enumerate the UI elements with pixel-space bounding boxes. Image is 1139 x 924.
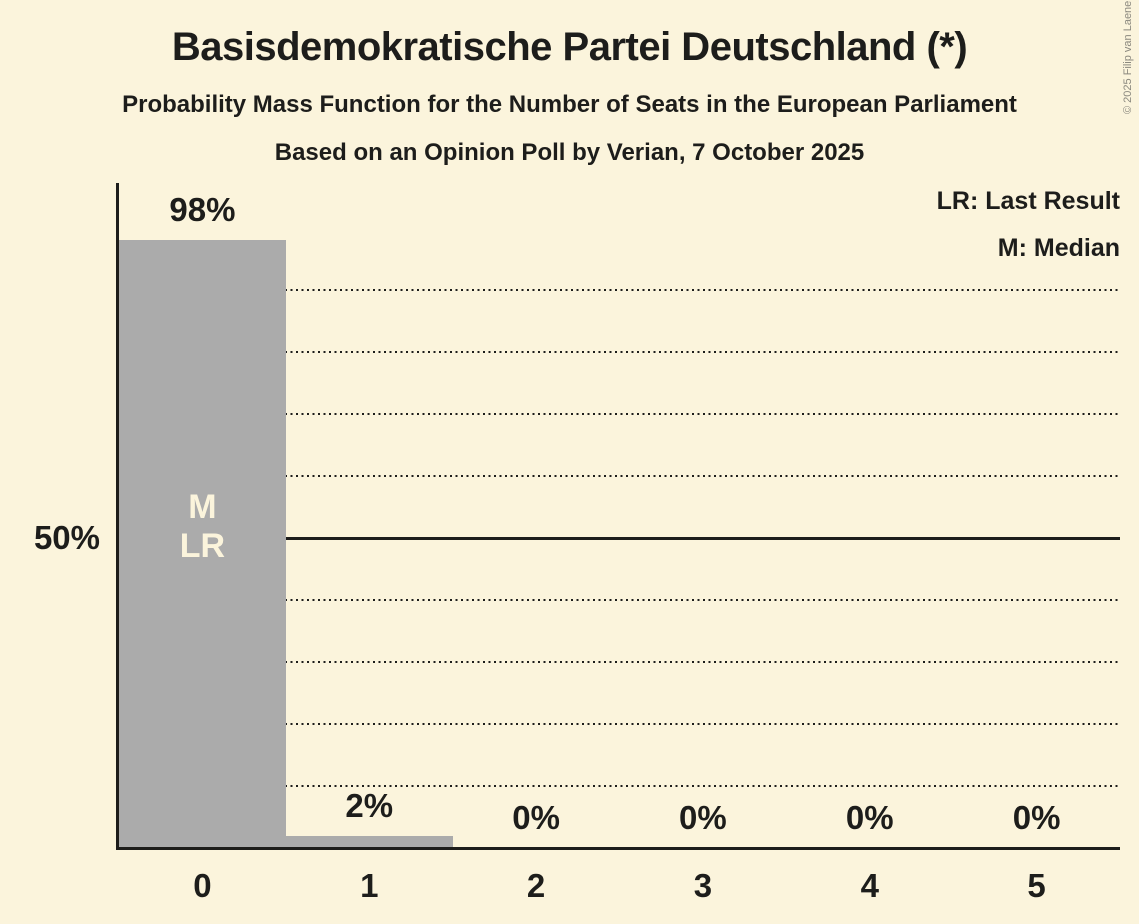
chart-source-line: Based on an Opinion Poll by Verian, 7 Oc… [274, 139, 865, 166]
gridline-90pct [120, 289, 1121, 291]
gridline-40pct [120, 599, 1121, 601]
bar-value-label-5: 0% [1012, 799, 1061, 836]
copyright-notice: © 2025 Filip van Laenen [1122, 0, 1134, 114]
gridline-80pct [120, 351, 1121, 353]
plot-area: 98% 2% 0% 0% 0% 0% M LR [116, 183, 1121, 850]
legend: LR: Last Result M: Median [937, 178, 1120, 272]
bar-value-label-3: 0% [679, 799, 727, 836]
x-tick-5: 5 [1027, 867, 1046, 904]
gridline-20pct [120, 723, 1121, 725]
gridline-10pct [120, 785, 1121, 787]
x-axis-labels: 0 1 2 3 4 5 [119, 848, 1120, 924]
bar-value-label-2: 0% [512, 799, 560, 836]
median-last-result-annotation: M LR [180, 488, 225, 566]
bar-value-label-0: 98% [169, 191, 236, 229]
gridline-60pct [120, 475, 1121, 477]
median-marker: M [188, 488, 217, 526]
x-tick-2: 2 [526, 867, 546, 904]
bar-value-label-4: 0% [845, 799, 894, 836]
y-axis-line [116, 183, 119, 850]
bar-value-label-1: 2% [345, 786, 394, 824]
chart-title: Basisdemokratische Partei Deutschland (*… [171, 25, 968, 69]
legend-median: M: Median [997, 234, 1120, 262]
x-tick-1: 1 [360, 867, 379, 904]
bar-seats-0 [119, 240, 286, 848]
chart-subtitle: Probability Mass Function for the Number… [122, 91, 1017, 118]
x-tick-4: 4 [860, 867, 879, 904]
y-axis-tick-label: 50% [33, 519, 100, 556]
x-tick-0: 0 [193, 867, 212, 904]
last-result-marker: LR [179, 527, 226, 565]
x-tick-3: 3 [693, 867, 713, 904]
y-50-percent-line [119, 536, 1120, 540]
bar-seats-1 [285, 835, 453, 848]
x-axis-line [116, 847, 1120, 850]
gridline-30pct [120, 661, 1121, 663]
gridline-70pct [120, 413, 1121, 415]
legend-last-result: LR: Last Result [936, 187, 1120, 215]
